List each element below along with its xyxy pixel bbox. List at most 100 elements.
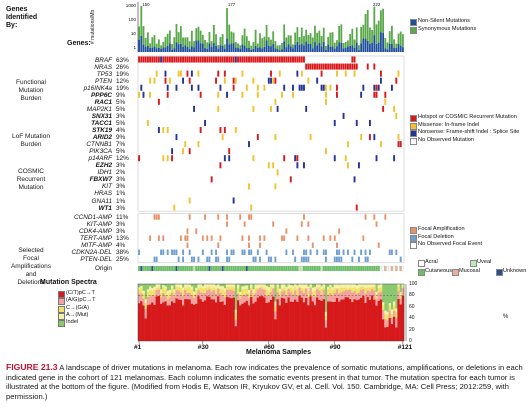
mutation-cell xyxy=(357,162,360,169)
mutation-cell xyxy=(162,127,165,134)
mutation-cell xyxy=(336,91,338,98)
spectra-segment xyxy=(192,291,196,295)
spectra-segment xyxy=(333,301,337,341)
mutation-cell xyxy=(292,91,294,98)
spectra-segment xyxy=(311,295,315,302)
spectra-segment xyxy=(390,317,394,325)
non-silent-bar xyxy=(140,35,143,52)
spectra-segment xyxy=(373,284,376,287)
origin-cell xyxy=(357,265,360,272)
spectra-segment xyxy=(148,296,152,305)
spectra-segment xyxy=(338,288,341,294)
mutation-cell xyxy=(252,155,255,162)
mutation-cell xyxy=(201,56,204,63)
cnv-cell xyxy=(303,214,305,220)
cnv-cell xyxy=(395,249,398,255)
mutation-cell xyxy=(230,56,233,63)
spectra-segment xyxy=(379,299,383,341)
synonymous-bar xyxy=(309,33,312,44)
spectra-segment xyxy=(138,293,141,304)
origin-cell xyxy=(287,265,290,272)
spectra-segment xyxy=(322,284,326,288)
spectra-segment xyxy=(221,286,224,290)
mutation-cell xyxy=(138,91,141,98)
spectra-segment xyxy=(296,301,299,341)
gene-percent: 12% xyxy=(116,155,129,163)
synonymous-bar xyxy=(171,44,173,50)
spectra-segment xyxy=(256,284,260,289)
cnv-cell xyxy=(303,249,305,255)
mutation-cell xyxy=(153,56,156,63)
gene-label: PTEN xyxy=(94,77,112,85)
origin-cell xyxy=(298,265,301,272)
figure-number: FIGURE 21.3 xyxy=(6,362,58,372)
synonymous-bar xyxy=(146,32,149,46)
synonymous-bar xyxy=(294,32,297,45)
spectra-segment xyxy=(269,284,273,287)
spectra-segment xyxy=(219,301,222,341)
spectra-segment xyxy=(252,296,255,304)
non-silent-bar xyxy=(237,47,239,52)
spectra-segment xyxy=(146,305,150,341)
mutation-spectra-area xyxy=(137,283,405,342)
spectra-segment xyxy=(366,296,370,341)
mutation-cell xyxy=(234,77,237,84)
origin-cell xyxy=(166,265,169,272)
spectra-segment xyxy=(331,295,334,302)
origin-legend-swatch xyxy=(470,260,477,267)
non-silent-bar xyxy=(164,47,167,52)
origin-cell xyxy=(375,265,378,272)
gene-label: TACC1 xyxy=(91,119,112,127)
spectra-segment xyxy=(397,284,400,287)
spectra-segment xyxy=(316,297,319,341)
origin-cell xyxy=(289,265,292,272)
gene-label: PPP6C xyxy=(91,91,112,99)
non-silent-bar xyxy=(362,38,365,52)
spectra-segment xyxy=(261,296,264,341)
non-silent-bar xyxy=(190,46,193,52)
synonymous-bar xyxy=(204,39,206,49)
mutation-cell xyxy=(298,84,301,91)
spectra-segment xyxy=(324,320,328,328)
non-silent-bar xyxy=(239,48,242,52)
cnv-cell xyxy=(307,221,310,227)
caption-text: A landscape of driver mutations in melan… xyxy=(6,363,523,401)
origin-cell xyxy=(199,265,202,272)
synonymous-bar xyxy=(278,45,281,51)
cnv-cell xyxy=(184,235,187,241)
origin-cell xyxy=(261,265,264,272)
cnv-legend-swatch xyxy=(410,234,417,242)
spectra-segment xyxy=(214,293,218,303)
mutation-cell xyxy=(355,63,358,70)
non-silent-bar xyxy=(391,43,393,52)
spectra-segment xyxy=(399,294,403,299)
spectra-segment xyxy=(351,284,354,289)
origin-cell xyxy=(179,265,182,272)
burden-y-tick: 10 xyxy=(130,31,136,36)
spectra-segment xyxy=(170,301,174,341)
non-silent-bar xyxy=(375,43,378,52)
cnv-percent: 3% xyxy=(116,228,126,236)
mutation-cell xyxy=(274,77,277,84)
spectra-segment xyxy=(140,286,143,289)
spectra-segment xyxy=(333,284,337,289)
mutation-cell xyxy=(157,98,160,105)
spectra-segment xyxy=(210,285,213,292)
spectra-segment xyxy=(195,287,198,291)
cnv-cell xyxy=(357,256,360,263)
non-silent-bar xyxy=(399,45,402,52)
spectra-segment xyxy=(368,291,372,300)
spectra-segment xyxy=(309,296,312,341)
non-silent-bar xyxy=(144,46,147,52)
cnv-cell xyxy=(373,214,376,220)
non-silent-bar xyxy=(278,50,281,52)
synonymous-bar xyxy=(188,41,191,49)
mutation-cell xyxy=(177,56,180,63)
cnv-cell xyxy=(285,249,288,255)
spectra-segment xyxy=(318,285,321,291)
cnv-cell xyxy=(342,249,345,255)
synonymous-bar xyxy=(307,35,310,44)
mutation-cell xyxy=(355,204,358,211)
spectra-segment xyxy=(280,297,284,341)
